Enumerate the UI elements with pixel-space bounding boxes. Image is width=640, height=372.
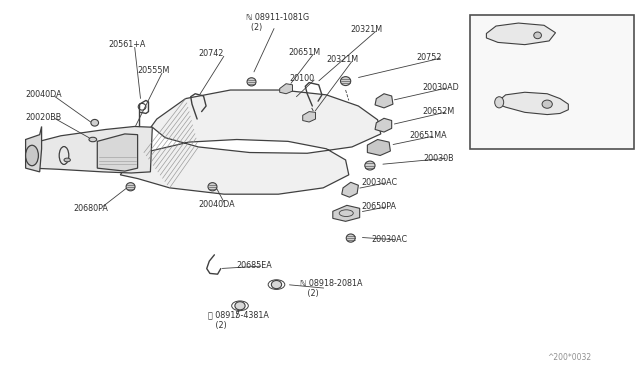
Ellipse shape	[346, 234, 355, 242]
Ellipse shape	[126, 183, 135, 191]
Polygon shape	[375, 94, 393, 108]
Polygon shape	[333, 205, 360, 221]
Ellipse shape	[534, 32, 541, 39]
Text: 20321M: 20321M	[326, 55, 358, 64]
Text: 20030AC: 20030AC	[362, 178, 397, 187]
Text: 20010Z: 20010Z	[563, 18, 594, 27]
Text: 20650PA: 20650PA	[362, 202, 397, 211]
Text: 20752: 20752	[416, 53, 442, 62]
Text: 20040DA: 20040DA	[26, 90, 62, 99]
Text: ℕ 08918-2081A
   (2): ℕ 08918-2081A (2)	[300, 279, 362, 298]
Text: 20020BB: 20020BB	[26, 113, 62, 122]
Polygon shape	[367, 140, 390, 155]
Ellipse shape	[64, 158, 70, 162]
Text: 20651M: 20651M	[288, 48, 320, 57]
Polygon shape	[375, 118, 392, 132]
Text: 20030AC: 20030AC	[371, 235, 407, 244]
Polygon shape	[26, 126, 42, 172]
Polygon shape	[342, 182, 358, 197]
Text: 20321M: 20321M	[351, 25, 383, 34]
Text: 20742: 20742	[198, 49, 224, 58]
Text: 20651MA: 20651MA	[410, 131, 447, 140]
Text: ℕ 08911-1081G
  (2): ℕ 08911-1081G (2)	[246, 13, 310, 32]
Ellipse shape	[208, 183, 217, 191]
Ellipse shape	[89, 137, 97, 142]
Ellipse shape	[271, 280, 282, 289]
Text: 20561+A: 20561+A	[109, 40, 146, 49]
Text: 20100: 20100	[289, 74, 314, 83]
Text: 20652M: 20652M	[422, 107, 454, 116]
Polygon shape	[32, 126, 152, 173]
Polygon shape	[97, 134, 138, 171]
Ellipse shape	[495, 97, 504, 108]
Ellipse shape	[247, 78, 256, 86]
Ellipse shape	[235, 302, 245, 310]
Bar	[470, 15, 634, 149]
Text: 20680PA: 20680PA	[74, 204, 108, 213]
Text: 20040DA: 20040DA	[198, 200, 235, 209]
Text: 20030B: 20030B	[424, 154, 454, 163]
Polygon shape	[486, 23, 556, 45]
Ellipse shape	[91, 119, 99, 126]
Text: 20030AD: 20030AD	[422, 83, 459, 92]
Polygon shape	[118, 90, 381, 194]
Text: Ⓜ 08915-4381A
   (2): Ⓜ 08915-4381A (2)	[208, 310, 269, 330]
Text: 20555M: 20555M	[138, 66, 170, 75]
Ellipse shape	[365, 161, 375, 170]
Text: ^200*0032: ^200*0032	[547, 353, 591, 362]
Polygon shape	[498, 92, 568, 115]
Polygon shape	[280, 84, 292, 94]
Ellipse shape	[340, 77, 351, 86]
Polygon shape	[303, 112, 316, 122]
Ellipse shape	[542, 100, 552, 108]
Text: 20685EA: 20685EA	[237, 262, 273, 270]
Ellipse shape	[26, 145, 38, 166]
